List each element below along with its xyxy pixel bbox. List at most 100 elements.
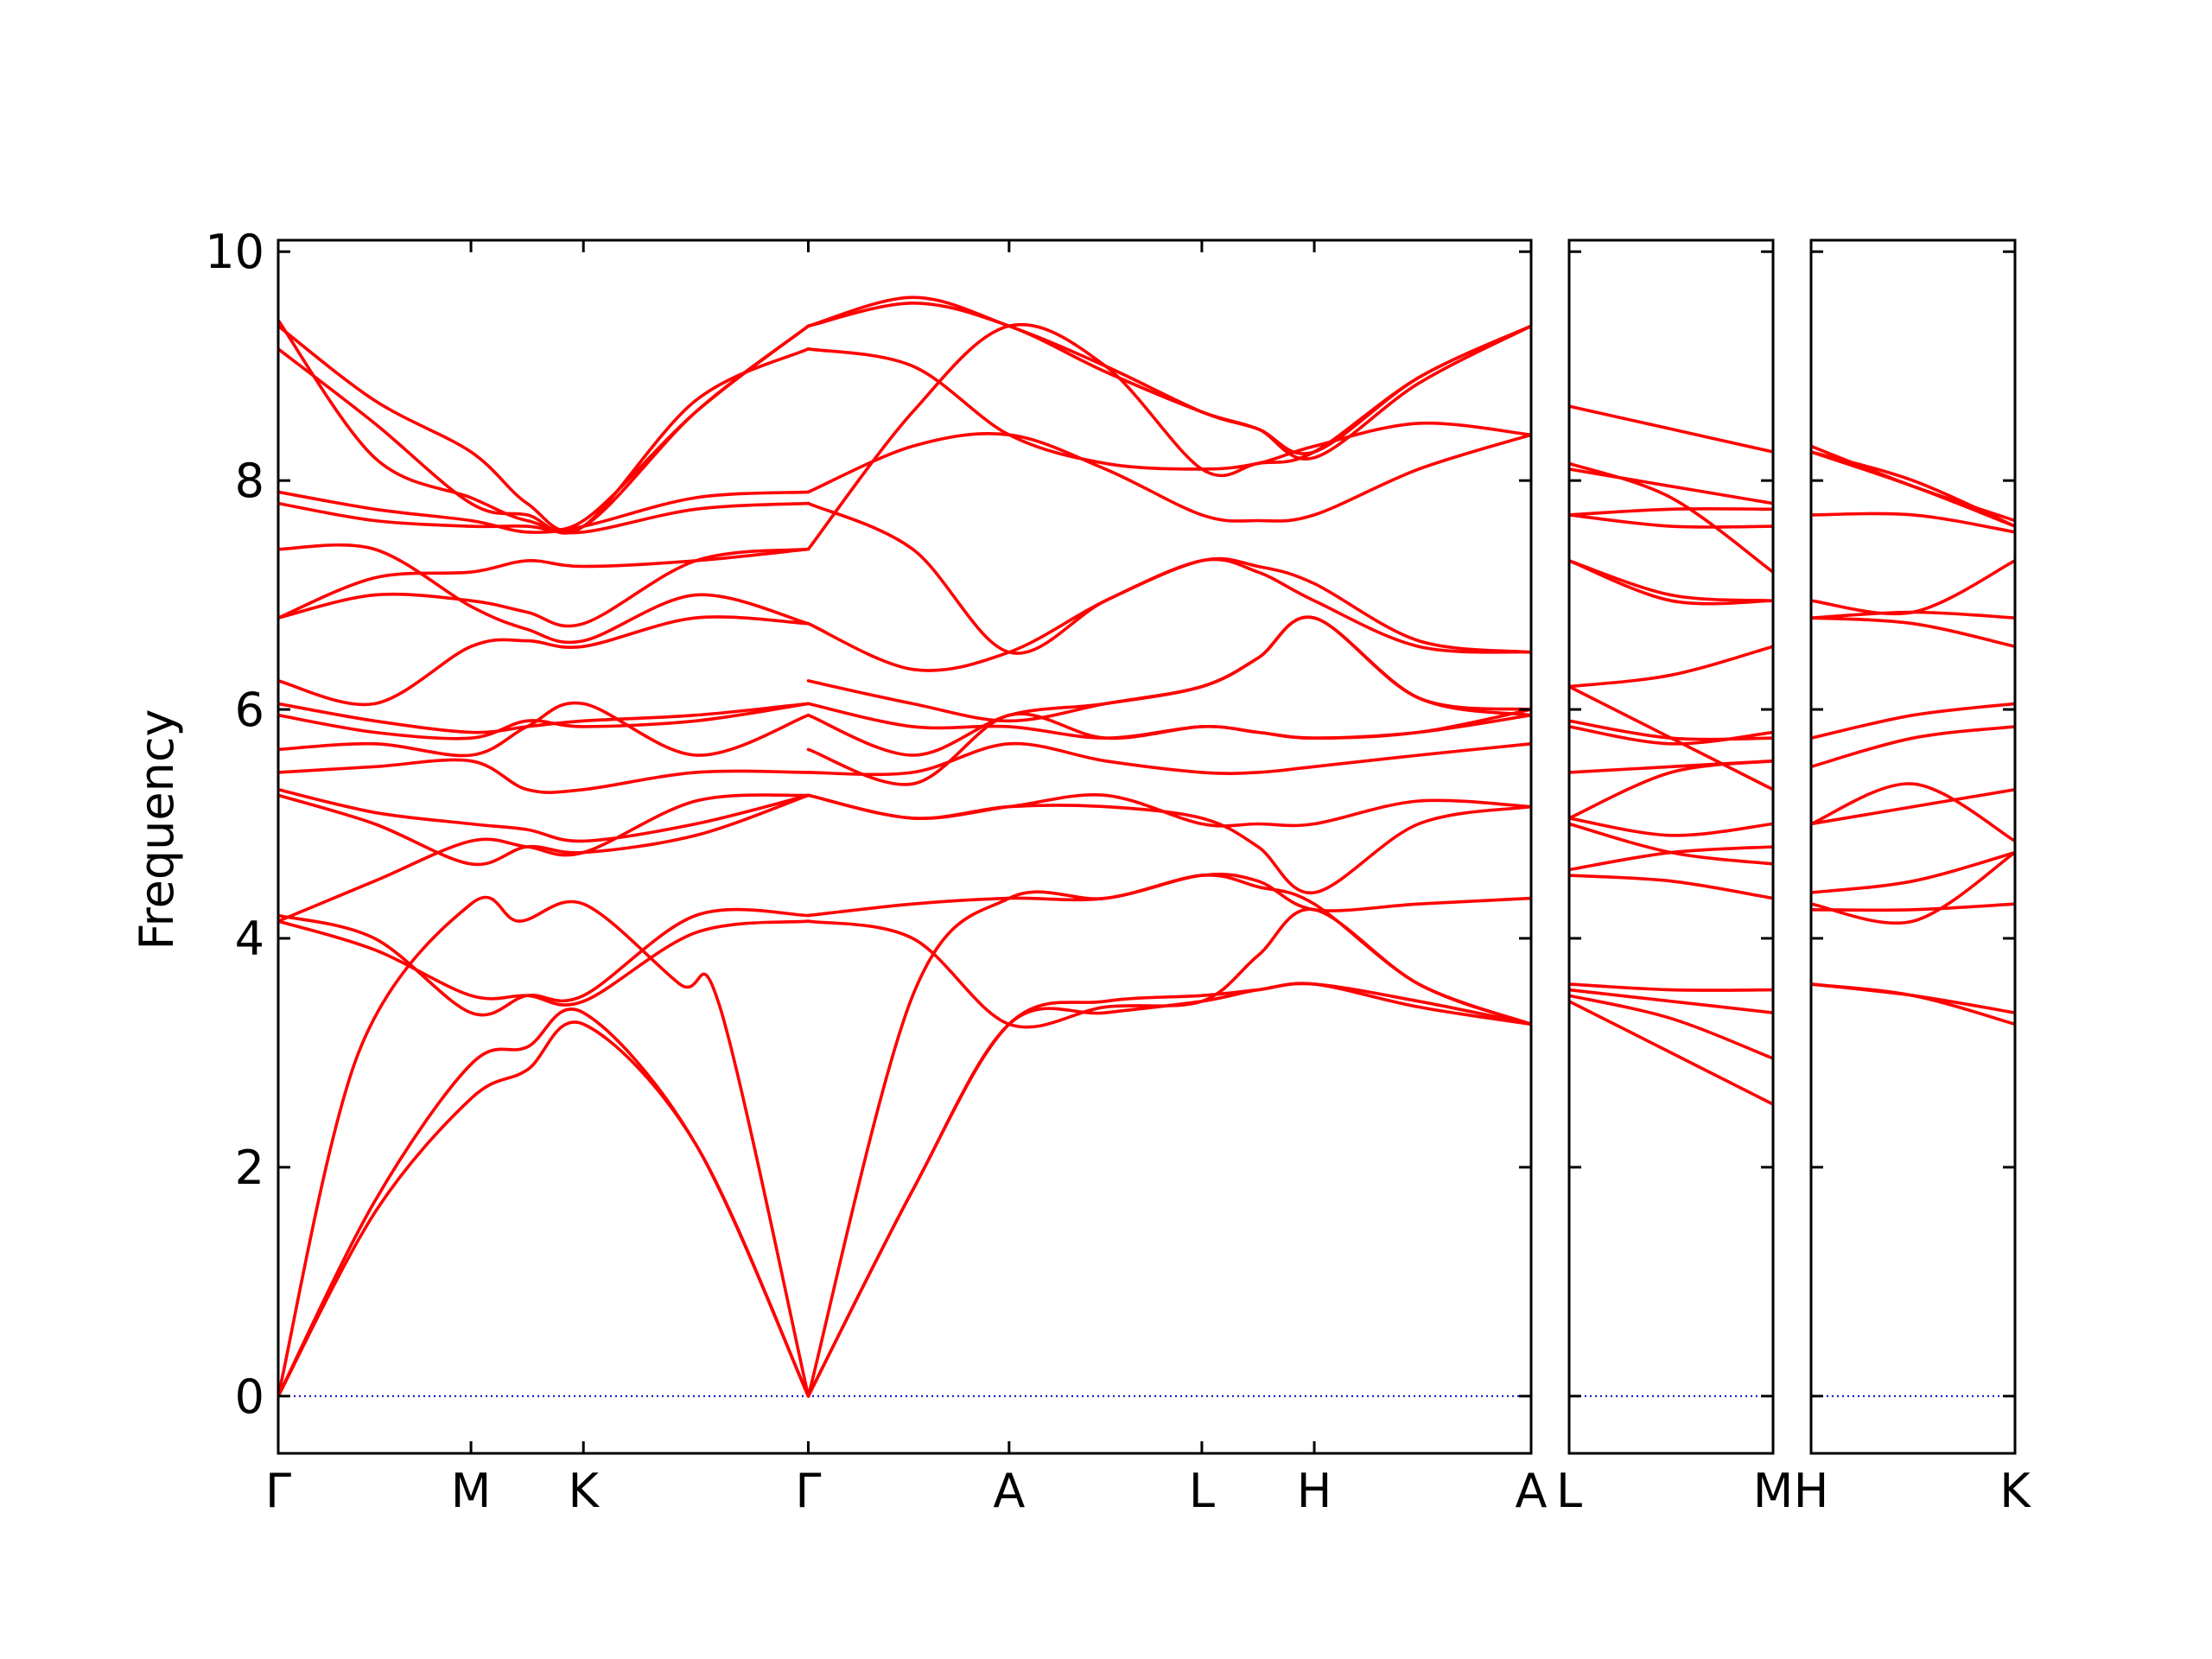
panel-1-band-33 bbox=[806, 615, 1531, 723]
panel-1-x-tick-label-1: M bbox=[451, 1464, 492, 1518]
panel-2-band-7 bbox=[1569, 822, 1773, 866]
panel-1-band-17 bbox=[278, 501, 810, 535]
panel-1-band-24 bbox=[806, 873, 1531, 1398]
panel-3-x-tick-label-0: H bbox=[1794, 1464, 1829, 1518]
panel-1-band-6 bbox=[278, 793, 810, 923]
panel-3-band-16 bbox=[1811, 444, 2015, 523]
panel-1-band-18 bbox=[278, 490, 810, 534]
panel-2-band-18 bbox=[1569, 507, 1773, 517]
panel-1-band-31 bbox=[806, 615, 1531, 757]
panel-3-band-7 bbox=[1811, 782, 2015, 843]
panel-1-plot-area bbox=[278, 296, 1531, 1398]
panel-2-band-2 bbox=[1569, 994, 1773, 1060]
panel-1-band-38 bbox=[806, 347, 1531, 471]
y-tick-label-8: 8 bbox=[235, 454, 264, 508]
panel-2-x-tick-label-0: L bbox=[1556, 1464, 1582, 1518]
panel-1-band-27 bbox=[806, 793, 1531, 894]
panel-2-plot-area bbox=[1569, 404, 1773, 1397]
panel-2-band-1 bbox=[1569, 1000, 1773, 1106]
panel-2-band-4 bbox=[1569, 982, 1773, 992]
panel-2-band-5 bbox=[1569, 874, 1773, 900]
panel-2-frame bbox=[1567, 238, 1775, 1455]
panel-2-band-20 bbox=[1569, 461, 1773, 574]
panel-1-band-28 bbox=[806, 793, 1531, 828]
panel-1-band-30 bbox=[806, 712, 1531, 786]
panel-3-band-12 bbox=[1811, 559, 2015, 616]
panel-1-band-12 bbox=[278, 702, 810, 734]
panel-3-x-tick-label-1: K bbox=[1999, 1464, 2031, 1518]
panel-1-x-tick-label-5: L bbox=[1189, 1464, 1215, 1518]
panel-1-band-22 bbox=[806, 982, 1531, 1398]
panel-2-band-11 bbox=[1569, 725, 1773, 746]
panel-3-band-2 bbox=[1811, 982, 2015, 1014]
panel-3-band-8 bbox=[1811, 725, 2015, 769]
panel-1-x-tick-label-2: K bbox=[568, 1464, 600, 1518]
panel-1-band-39 bbox=[806, 296, 1531, 455]
panel-1-band-11 bbox=[278, 702, 810, 741]
panel-2-x-tick-label-1: M bbox=[1753, 1464, 1794, 1518]
panel-3-plot-area bbox=[1811, 444, 2015, 1397]
panel-1-band-20 bbox=[278, 324, 810, 533]
panel-1-x-tick-label-3: Γ bbox=[795, 1464, 821, 1518]
panel-1-band-29 bbox=[806, 741, 1531, 777]
panel-1-band-7 bbox=[278, 793, 810, 867]
y-tick-label-0: 0 bbox=[235, 1370, 264, 1424]
panel-1-band-13 bbox=[278, 615, 810, 707]
panel-1-band-32 bbox=[806, 702, 1531, 740]
panel-3-band-6 bbox=[1811, 788, 2015, 826]
panel-1-band-16 bbox=[278, 543, 810, 645]
panel-1-band-3 bbox=[278, 895, 810, 1398]
panel-1-band-4 bbox=[278, 919, 810, 1007]
y-tick-label-10: 10 bbox=[205, 225, 264, 279]
y-axis-label: Frequency bbox=[130, 709, 184, 950]
panel-2-band-8 bbox=[1569, 817, 1773, 837]
panel-3-frame bbox=[1809, 238, 2017, 1455]
panel-1-band-2 bbox=[278, 1007, 810, 1398]
panel-1-band-21 bbox=[278, 318, 810, 531]
y-tick-label-6: 6 bbox=[235, 683, 264, 737]
panel-2-band-6 bbox=[1569, 845, 1773, 872]
panel-2-band-21 bbox=[1569, 404, 1773, 454]
panel-3-band-15 bbox=[1811, 450, 2015, 528]
panel-1: 0 2 4 6 8 10 Γ M K Γ A L H A bbox=[205, 225, 1547, 1518]
panel-1-band-36 bbox=[806, 322, 1531, 551]
panel-1-x-tick-label-0: Γ bbox=[265, 1464, 291, 1518]
panel-2-band-13 bbox=[1569, 684, 1773, 791]
panel-3-band-4 bbox=[1811, 850, 2015, 925]
panel-3-band-9 bbox=[1811, 702, 2015, 740]
panel-1-band-19 bbox=[278, 347, 810, 535]
panel-1-band-10 bbox=[278, 701, 810, 758]
panel-2-band-14 bbox=[1569, 645, 1773, 689]
y-tick-label-4: 4 bbox=[235, 912, 264, 966]
panel-1-band-34 bbox=[806, 557, 1531, 672]
panel-2-band-16 bbox=[1569, 559, 1773, 602]
panel-3-band-13 bbox=[1811, 512, 2015, 534]
panel-2-band-17 bbox=[1569, 513, 1773, 529]
panel-3-band-3 bbox=[1811, 902, 2015, 912]
panel-1-band-15 bbox=[278, 547, 810, 620]
panel-2-band-3 bbox=[1569, 988, 1773, 1014]
panel-2-band-15 bbox=[1569, 559, 1773, 606]
panel-1-band-35 bbox=[806, 501, 1531, 655]
panel-1-band-25 bbox=[806, 907, 1531, 1029]
panel-1-band-8 bbox=[278, 788, 810, 843]
panel-1-band-26 bbox=[806, 873, 1531, 918]
panel-1-band-40 bbox=[806, 302, 1531, 461]
panel-1-band-5 bbox=[278, 907, 810, 1017]
panel-3-band-5 bbox=[1811, 850, 2015, 894]
panel-1-x-tick-label-4: A bbox=[993, 1464, 1025, 1518]
panel-1-band-23 bbox=[806, 982, 1531, 1398]
panel-2-band-19 bbox=[1569, 467, 1773, 505]
panel-2-band-10 bbox=[1569, 759, 1773, 774]
panel-1-x-tick-label-6: H bbox=[1297, 1464, 1332, 1518]
panel-1-band-37 bbox=[806, 432, 1531, 523]
panel-1-frame bbox=[276, 238, 1533, 1455]
panel-1-band-9 bbox=[278, 758, 810, 794]
panel-3-band-10 bbox=[1811, 616, 2015, 648]
panel-3-band-1 bbox=[1811, 982, 2015, 1027]
panel-1-x-tick-label-7: A bbox=[1516, 1464, 1548, 1518]
